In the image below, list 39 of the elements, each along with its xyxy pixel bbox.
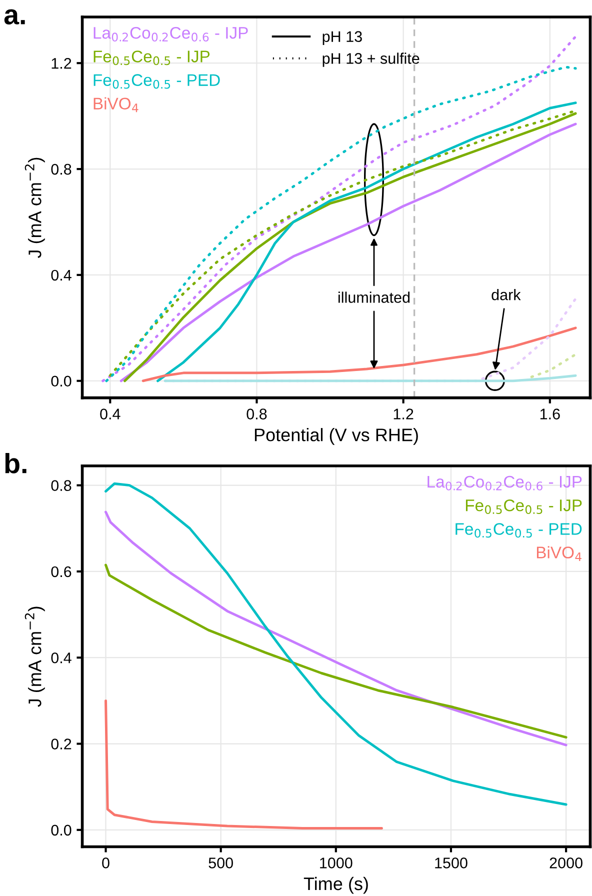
y-tick-label: 0.8 (51, 480, 72, 491)
x-axis-title: Potential (V vs RHE) (254, 428, 418, 445)
y-tick-label: 0.4 (51, 270, 72, 281)
x-tick-label: 0 (102, 858, 110, 868)
x-tick-label: 1000 (320, 858, 352, 868)
chart-title: a. (4, 9, 25, 24)
x-tick-label: 2000 (550, 858, 582, 868)
y-axis-title: J (mA cm$^{−2}$) (24, 606, 45, 707)
line-series (104, 699, 383, 830)
x-tick-label: 1.2 (394, 408, 414, 420)
x-axis-title: Time (s) (304, 876, 368, 894)
line-series (104, 564, 568, 739)
y-tick-label: 1.2 (52, 58, 72, 69)
x-tick-label: 500 (208, 858, 233, 868)
y-axis-title: J (mA cm$^{−2}$) (24, 158, 45, 258)
x-tick-label: 1.6 (540, 408, 560, 420)
y-tick-label: 0.6 (51, 566, 72, 578)
x-tick-label: 0.4 (100, 408, 120, 420)
y-tick-label: 0.8 (51, 164, 72, 175)
text: Fe$_{0.5}$Ce$_{0.5}$ - IJP (94, 50, 210, 66)
annotation: pH 13 + sulfite (322, 52, 420, 67)
annotation: pH 13 (322, 31, 362, 46)
text: La$_{0.2}$Co$_{0.2}$Ce$_{0.6}$ - IJP (94, 26, 248, 42)
y-tick-label: 0.2 (51, 738, 72, 750)
annotation: illuminated (338, 292, 410, 303)
y-tick-label: 0.0 (51, 376, 72, 387)
text: BiVO$_{4}$ (94, 97, 138, 112)
x-tick-label: 0.8 (246, 408, 267, 420)
annotation: dark (492, 289, 521, 300)
x-tick-label: 1500 (435, 858, 468, 868)
text: BiVO$_{4}$ (536, 546, 582, 561)
chart-title: b. (5, 452, 26, 474)
y-tick-label: 0.4 (51, 652, 72, 664)
text: Fe$_{0.5}$Ce$_{0.5}$ - PED (94, 74, 220, 89)
text: Fe$_{0.5}$Ce$_{0.5}$ - PED (456, 523, 582, 538)
text: Fe$_{0.5}$Ce$_{0.5}$ - IJP (466, 499, 582, 514)
line-series (142, 326, 577, 382)
text: La$_{0.2}$Co$_{0.2}$Ce$_{0.6}$ - IJP (428, 476, 582, 490)
y-tick-label: 0.0 (51, 824, 72, 836)
